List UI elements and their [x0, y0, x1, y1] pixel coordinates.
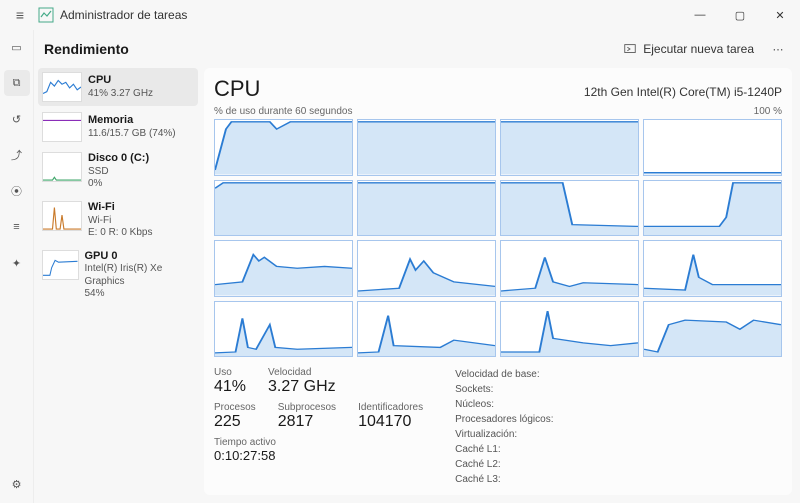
mini-chart-gpu: [42, 250, 79, 280]
core-chart-13: [357, 301, 496, 358]
cpu-detail-panel: CPU 12th Gen Intel(R) Core(TM) i5-1240P …: [204, 68, 792, 495]
app-title: Administrador de tareas: [60, 8, 187, 22]
axis-right-label: 100 %: [754, 106, 782, 117]
app-icon: [38, 7, 54, 23]
core-chart-9: [357, 240, 496, 297]
core-chart-1: [357, 119, 496, 176]
small-stat-row: Núcleos:: [455, 397, 553, 412]
mini-chart-wifi: [42, 201, 82, 231]
perf-name: Disco 0 (C:): [88, 152, 149, 166]
run-new-task-button[interactable]: Ejecutar nueva tarea: [615, 38, 762, 60]
axis-left-label: % de uso durante 60 segundos: [214, 106, 352, 117]
perf-item-mem[interactable]: Memoria11.6/15.7 GB (74%): [38, 108, 198, 146]
titlebar: ≡ Administrador de tareas — ▢ ✕: [0, 0, 800, 30]
perf-name: Wi-Fi: [88, 201, 152, 215]
core-chart-3: [643, 119, 782, 176]
small-stat-row: Caché L1:: [455, 442, 553, 457]
perf-item-wifi[interactable]: Wi-FiWi-FiE: 0 R: 0 Kbps: [38, 197, 198, 244]
rail-item-app-history[interactable]: ↺: [4, 106, 30, 132]
perf-item-disk[interactable]: Disco 0 (C:)SSD0%: [38, 148, 198, 195]
small-stat-row: Sockets:: [455, 382, 553, 397]
rail-item-performance[interactable]: ⧉: [4, 70, 30, 96]
rail-item-settings[interactable]: ⚙: [4, 471, 30, 497]
perf-name: CPU: [88, 74, 153, 88]
perf-sub: Intel(R) Iris(R) Xe Graphics: [85, 263, 195, 288]
small-stat-row: Procesadores lógicos:: [455, 412, 553, 427]
core-chart-11: [643, 240, 782, 297]
minimize-button[interactable]: —: [680, 0, 720, 30]
stat-usage: Uso 41%: [214, 367, 246, 396]
perf-sub2: E: 0 R: 0 Kbps: [88, 227, 152, 240]
core-chart-15: [643, 301, 782, 358]
mini-chart-mem: [42, 112, 82, 142]
cpu-stats: Uso 41% Velocidad 3.27 GHz Procesos: [214, 367, 782, 487]
perf-name: GPU 0: [85, 250, 195, 264]
perf-sub: SSD: [88, 166, 149, 179]
cpu-cores-grid: [214, 119, 782, 357]
rail-item-users[interactable]: ⦿: [4, 178, 30, 204]
core-chart-0: [214, 119, 353, 176]
core-chart-7: [643, 180, 782, 237]
stat-speed: Velocidad 3.27 GHz: [268, 367, 336, 396]
core-chart-6: [500, 180, 639, 237]
core-chart-2: [500, 119, 639, 176]
section-header: Rendimiento Ejecutar nueva tarea ⋯: [34, 30, 800, 68]
small-stat-row: Caché L3:: [455, 472, 553, 487]
core-chart-8: [214, 240, 353, 297]
hamburger-menu[interactable]: ≡: [8, 7, 32, 23]
performance-list: CPU41% 3.27 GHzMemoria11.6/15.7 GB (74%)…: [38, 68, 198, 495]
small-stat-row: Caché L2:: [455, 457, 553, 472]
mini-chart-disk: [42, 152, 82, 182]
detail-title: CPU: [214, 76, 260, 102]
core-chart-5: [357, 180, 496, 237]
perf-sub: Wi-Fi: [88, 215, 152, 228]
perf-sub2: 0%: [88, 178, 149, 191]
perf-name: Memoria: [88, 114, 176, 128]
cpu-model: 12th Gen Intel(R) Core(TM) i5-1240P: [584, 85, 782, 99]
perf-sub: 11.6/15.7 GB (74%): [88, 128, 176, 141]
rail-item-details[interactable]: ≡: [4, 214, 30, 240]
section-title: Rendimiento: [44, 41, 129, 57]
run-task-icon: [623, 42, 637, 56]
stat-handles: Identificadores 104170: [358, 402, 423, 431]
stat-threads: Subprocesos 2817: [278, 402, 336, 431]
stat-uptime: Tiempo activo 0:10:27:58: [214, 437, 423, 463]
maximize-button[interactable]: ▢: [720, 0, 760, 30]
mini-chart-cpu: [42, 72, 82, 102]
perf-sub: 41% 3.27 GHz: [88, 88, 153, 101]
close-button[interactable]: ✕: [760, 0, 800, 30]
small-stat-row: Velocidad de base:: [455, 367, 553, 382]
core-chart-10: [500, 240, 639, 297]
perf-item-gpu[interactable]: GPU 0Intel(R) Iris(R) Xe Graphics54%: [38, 246, 198, 305]
rail-item-services[interactable]: ✦: [4, 250, 30, 276]
stat-processes: Procesos 225: [214, 402, 256, 431]
more-options-button[interactable]: ⋯: [766, 43, 790, 56]
core-chart-4: [214, 180, 353, 237]
perf-sub2: 54%: [85, 288, 195, 301]
perf-item-cpu[interactable]: CPU41% 3.27 GHz: [38, 68, 198, 106]
small-stat-row: Virtualización:: [455, 427, 553, 442]
rail-item-processes[interactable]: ▭: [4, 34, 30, 60]
nav-rail: ▭ ⧉ ↺ ⤴ ⦿ ≡ ✦ ⚙: [0, 30, 34, 503]
core-chart-14: [500, 301, 639, 358]
core-chart-12: [214, 301, 353, 358]
run-new-task-label: Ejecutar nueva tarea: [643, 42, 754, 56]
rail-item-startup[interactable]: ⤴: [4, 142, 30, 168]
cpu-small-stats: Velocidad de base:Sockets:Núcleos:Proces…: [455, 367, 553, 487]
